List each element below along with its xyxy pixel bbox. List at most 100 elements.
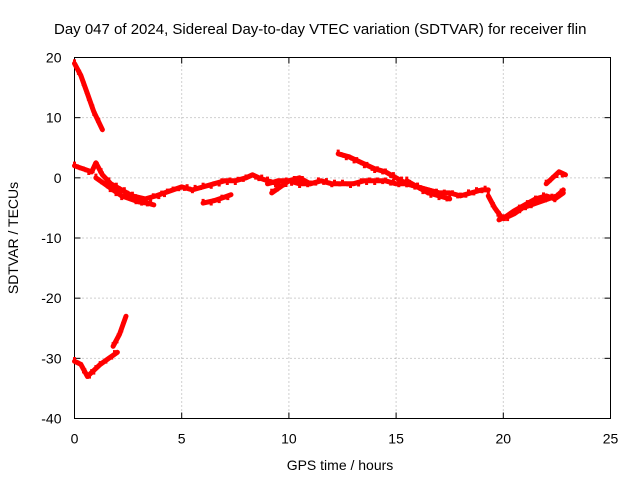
x-tick-label: 25: [603, 431, 619, 447]
data-point: [336, 149, 340, 153]
data-point: [103, 175, 106, 179]
data-point: [266, 176, 269, 180]
data-point: [461, 193, 465, 197]
data-point: [303, 179, 307, 183]
data-point: [287, 180, 291, 184]
data-point: [74, 63, 78, 67]
x-tick-label: 10: [281, 431, 297, 447]
data-point: [122, 187, 126, 191]
data-point: [531, 200, 535, 204]
data-point: [486, 191, 490, 195]
data-point: [351, 181, 355, 185]
data-point: [120, 190, 124, 194]
data-point: [290, 181, 294, 185]
data-point: [94, 164, 98, 167]
data-point: [306, 182, 310, 186]
data-point: [95, 161, 99, 165]
data-point: [357, 160, 361, 164]
data-point: [295, 177, 299, 181]
data-point: [557, 171, 561, 175]
data-point: [75, 67, 79, 71]
data-point: [506, 214, 510, 218]
data-point: [97, 166, 100, 170]
data-point: [553, 175, 557, 179]
data-point: [271, 181, 275, 185]
data-point: [442, 195, 446, 199]
series-track-m: [543, 169, 568, 187]
data-point: [80, 366, 84, 370]
y-tick-label: 20: [46, 50, 62, 66]
data-point: [163, 194, 166, 198]
data-point: [130, 191, 134, 195]
data-point: [76, 360, 80, 364]
data-point: [80, 78, 84, 81]
data-point: [327, 180, 331, 184]
data-point: [78, 167, 82, 171]
data-point: [94, 115, 98, 119]
data-point: [512, 210, 516, 214]
data-point: [99, 168, 103, 172]
data-point: [89, 101, 93, 105]
data-point: [389, 182, 393, 186]
data-point: [534, 195, 537, 199]
data-point: [338, 183, 342, 187]
data-point: [496, 213, 500, 217]
data-point: [201, 182, 205, 186]
data-point: [559, 188, 563, 192]
data-point: [370, 167, 374, 171]
data-point: [357, 183, 361, 187]
data-point: [365, 161, 369, 165]
data-point: [541, 198, 545, 202]
data-point: [426, 187, 430, 191]
data-point: [149, 199, 153, 203]
data-point: [373, 170, 377, 173]
data-point: [115, 340, 119, 344]
data-point: [199, 187, 202, 190]
data-point: [344, 157, 348, 161]
data-point: [458, 192, 462, 196]
series-track-c: [110, 313, 129, 349]
data-point: [316, 177, 320, 181]
data-point: [123, 319, 127, 323]
data-point: [278, 184, 282, 188]
data-point: [128, 195, 132, 199]
data-point: [549, 179, 552, 183]
data-point: [421, 191, 425, 195]
data-point: [81, 166, 85, 170]
data-point: [91, 104, 95, 108]
series-track-j: [404, 176, 453, 202]
data-point: [429, 194, 433, 198]
data-point: [96, 364, 100, 368]
data-point: [165, 188, 169, 192]
data-point: [367, 177, 371, 181]
data-point: [182, 187, 186, 191]
data-point: [143, 198, 146, 202]
data-point: [472, 192, 476, 196]
data-point: [260, 174, 264, 178]
data-point: [489, 200, 493, 204]
data-point: [475, 187, 478, 191]
data-point: [368, 164, 371, 168]
data-point: [295, 181, 299, 185]
data-point: [79, 73, 83, 77]
data-point: [94, 173, 98, 177]
data-point: [125, 196, 129, 200]
data-point: [352, 160, 356, 164]
data-point: [209, 185, 213, 189]
data-point: [535, 200, 539, 204]
data-point: [88, 375, 91, 379]
data-point: [503, 214, 507, 218]
data-point: [111, 189, 115, 193]
data-point: [73, 59, 76, 63]
data-point: [555, 175, 559, 178]
data-point: [448, 194, 452, 198]
data-point: [215, 199, 218, 203]
data-point: [241, 178, 245, 182]
data-point: [82, 370, 85, 374]
data-point: [104, 360, 108, 364]
data-point: [560, 174, 564, 178]
data-point: [378, 179, 382, 183]
x-axis-label: GPS time / hours: [287, 457, 394, 473]
data-point: [298, 179, 302, 182]
data-point: [445, 191, 449, 195]
